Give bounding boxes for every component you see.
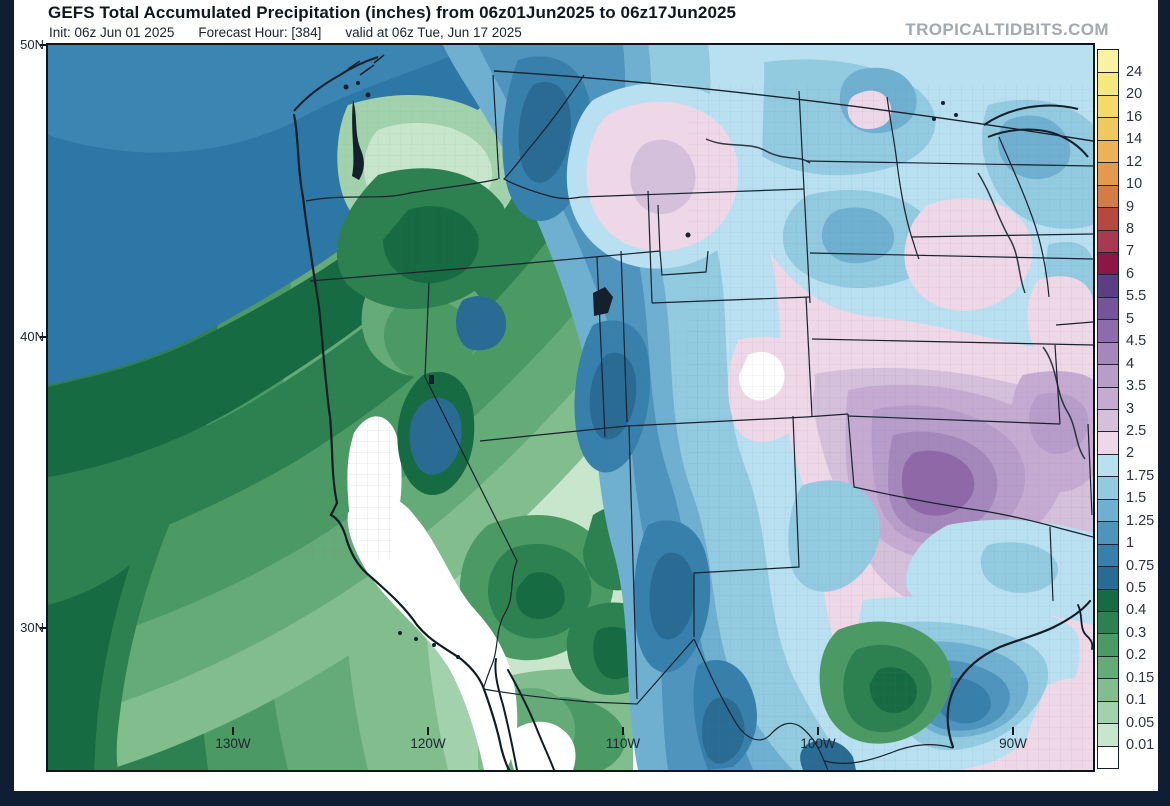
- colorbar-box: [1098, 274, 1118, 297]
- map-canvas: GEFS Total Accumulated Precipitation (in…: [14, 0, 1158, 791]
- colorbar-box: [1098, 94, 1118, 118]
- precip-contour-field: [48, 45, 1093, 770]
- colorbar-level-label: 0.1: [1126, 692, 1147, 709]
- colorbar-level-label: 1.25: [1126, 512, 1155, 529]
- run-info: Init: 06z Jun 01 2025 Forecast Hour: [384…: [49, 25, 546, 40]
- forecast-hour-label: Forecast Hour: [384]: [198, 25, 322, 40]
- precipitation-map: [46, 43, 1095, 772]
- colorbar-box: [1098, 251, 1118, 275]
- site-watermark: TROPICALTIDBITS.COM: [905, 20, 1109, 39]
- colorbar-box: [1098, 700, 1118, 724]
- colorbar-box: [1098, 543, 1118, 567]
- colorbar-box: [1098, 453, 1118, 477]
- colorbar-box: [1098, 184, 1118, 208]
- colorbar-level-label: 0.75: [1126, 557, 1155, 574]
- colorbar-level-label: 0.4: [1126, 602, 1147, 619]
- colorbar-level-label: 0.01: [1126, 737, 1155, 754]
- colorbar-level-label: 3: [1126, 400, 1135, 417]
- x-axis-label: 90W: [999, 736, 1027, 751]
- colorbar-box: [1098, 319, 1118, 342]
- colorbar-box: [1098, 364, 1118, 387]
- colorbar-box: [1098, 678, 1118, 701]
- y-axis-label: 30N: [20, 620, 44, 635]
- x-axis-label: 130W: [215, 736, 251, 751]
- colorbar-box: [1098, 229, 1118, 252]
- colorbar-level-label: 0.05: [1126, 714, 1155, 731]
- rivers: [705, 138, 1086, 460]
- colorbar-level-label: 7: [1126, 243, 1135, 260]
- colorbar-box: [1098, 588, 1118, 611]
- colorbar-level-label: 20: [1126, 86, 1143, 103]
- colorbar-level-label: 1.75: [1126, 467, 1155, 484]
- colorbar-box: [1098, 745, 1118, 768]
- x-axis-tick: [427, 727, 429, 735]
- colorbar-level-label: 0.3: [1126, 624, 1147, 641]
- colorbar-box: [1098, 655, 1118, 679]
- colorbar-box: [1098, 476, 1118, 499]
- colorbar-box: [1098, 207, 1118, 230]
- x-axis-tick: [817, 727, 819, 735]
- x-axis-label: 100W: [800, 736, 836, 751]
- x-axis-tick: [232, 727, 234, 735]
- lake-shorelines: [293, 54, 1089, 158]
- colorbar-box: [1098, 409, 1118, 432]
- colorbar-level-label: 3.5: [1126, 378, 1147, 395]
- init-time-label: Init: 06z Jun 01 2025: [49, 25, 175, 40]
- colorbar-box: [1098, 117, 1118, 140]
- colorbar-level-label: 10: [1126, 176, 1143, 193]
- colorbar-box: [1098, 386, 1118, 409]
- y-axis-label: 50N: [20, 37, 44, 52]
- colorbar-level-label: 2.5: [1126, 422, 1147, 439]
- colorbar-level-label: 2: [1126, 445, 1135, 462]
- colorbar-level-label: 5: [1126, 310, 1135, 327]
- colorbar-level-label: 6: [1126, 265, 1135, 282]
- colorbar-box: [1098, 162, 1118, 185]
- colorbar-level-label: 14: [1126, 131, 1143, 148]
- colorbar-box: [1098, 610, 1118, 634]
- colorbar-level-label: 1.5: [1126, 490, 1147, 507]
- colorbar-level-label: 5.5: [1126, 288, 1147, 305]
- colorbar-box: [1098, 296, 1118, 320]
- colorbar-box: [1098, 633, 1118, 656]
- colorbar-box: [1098, 566, 1118, 589]
- page-title: GEFS Total Accumulated Precipitation (in…: [48, 3, 737, 22]
- colorbar-box: [1098, 139, 1118, 163]
- y-axis-tick: [40, 627, 48, 629]
- colorbar-box: [1098, 431, 1118, 454]
- colorbar-level-label: 12: [1126, 153, 1143, 170]
- colorbar-level-label: 9: [1126, 198, 1135, 215]
- sierra-nevada-max: [397, 371, 475, 496]
- colorbar-box: [1098, 341, 1118, 365]
- x-axis-label: 120W: [410, 736, 446, 751]
- valid-time-label: valid at 06z Tue, Jun 17 2025: [345, 25, 522, 40]
- lakes-and-islands: [343, 81, 958, 659]
- colorbar-level-label: 16: [1126, 108, 1143, 125]
- x-axis-label: 110W: [605, 736, 641, 751]
- colorbar-box: [1098, 521, 1118, 544]
- y-axis-tick: [40, 44, 48, 46]
- precip-colorbar: [1097, 49, 1119, 769]
- coastline: [292, 113, 1093, 770]
- colorbar-level-label: 4: [1126, 355, 1135, 372]
- x-axis-tick: [622, 727, 624, 735]
- colorbar-level-label: 0.15: [1126, 669, 1155, 686]
- y-axis-label: 40N: [20, 329, 44, 344]
- colorbar-level-label: 0.5: [1126, 580, 1147, 596]
- colorbar-level-label: 1: [1126, 535, 1135, 552]
- colorbar-level-label: 4.5: [1126, 333, 1147, 350]
- colorbar-level-label: 0.2: [1126, 647, 1147, 664]
- colorbar-box: [1098, 50, 1118, 73]
- y-axis-tick: [40, 336, 48, 338]
- colorbar-level-label: 24: [1126, 63, 1143, 80]
- colorbar-box: [1098, 723, 1118, 746]
- colorbar-box: [1098, 498, 1118, 522]
- colorbar-level-label: 8: [1126, 221, 1135, 237]
- state-borders: [305, 70, 1093, 770]
- x-axis-tick: [1012, 727, 1014, 735]
- colorbar-box: [1098, 72, 1118, 95]
